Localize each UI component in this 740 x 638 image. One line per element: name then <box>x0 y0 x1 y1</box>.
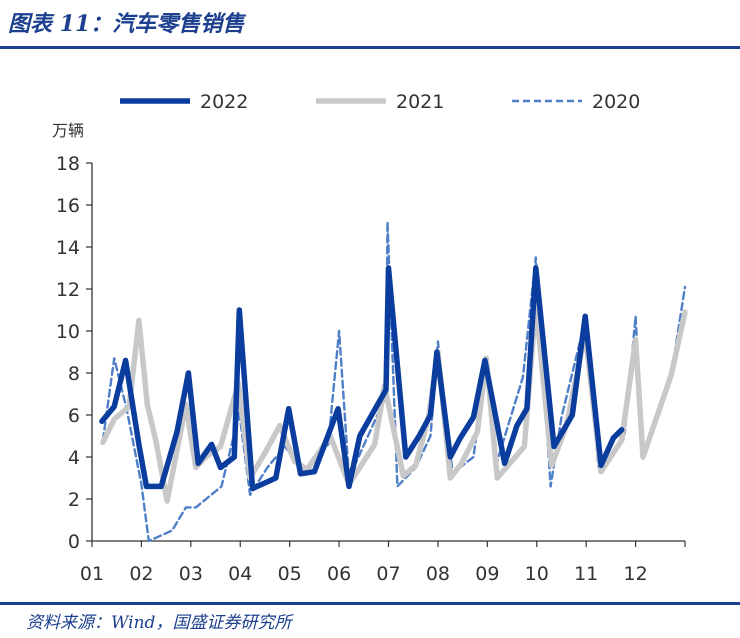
y-tick-label: 10 <box>56 321 80 343</box>
y-tick-label: 12 <box>56 279 80 301</box>
y-tick-label: 16 <box>56 195 80 217</box>
series-line-2022 <box>99 265 625 492</box>
series-lines <box>99 220 688 543</box>
x-tick-label: 07 <box>376 563 400 585</box>
x-tick-label: 08 <box>426 563 450 585</box>
x-tick-label: 09 <box>475 563 499 585</box>
y-tick-label: 4 <box>68 447 80 469</box>
x-tick-label: 04 <box>228 563 252 585</box>
y-tick-label: 14 <box>56 237 80 259</box>
x-tick-label: 12 <box>623 563 647 585</box>
legend-label-2022: 2022 <box>200 91 248 113</box>
y-tick-label: 6 <box>68 405 80 427</box>
legend: 2022 2021 2020 <box>120 91 640 113</box>
top-rule <box>0 46 740 49</box>
legend-label-2021: 2021 <box>396 91 444 113</box>
y-tick-label: 18 <box>56 153 80 175</box>
legend-label-2020: 2020 <box>592 91 640 113</box>
source-note: 资料来源：Wind，国盛证券研究所 <box>26 613 292 633</box>
x-axis: 01 02 03 04 05 06 07 08 09 10 11 12 <box>80 540 686 585</box>
x-tick-label: 06 <box>327 563 351 585</box>
figure-title: 图表 11：汽车零售销售 <box>8 11 245 37</box>
y-tick-label: 2 <box>68 489 80 511</box>
y-axis: 0 2 4 6 8 10 12 14 16 18 <box>56 153 93 553</box>
x-tick-label: 01 <box>80 563 104 585</box>
x-tick-label: 11 <box>574 563 598 585</box>
y-tick-label: 0 <box>68 531 80 553</box>
x-tick-label: 05 <box>278 563 302 585</box>
bottom-rule <box>0 602 740 605</box>
y-tick-label: 8 <box>68 363 80 385</box>
x-tick-label: 03 <box>179 563 203 585</box>
y-axis-unit-label: 万辆 <box>52 121 84 140</box>
x-tick-label: 02 <box>129 563 153 585</box>
x-tick-label: 10 <box>525 563 549 585</box>
